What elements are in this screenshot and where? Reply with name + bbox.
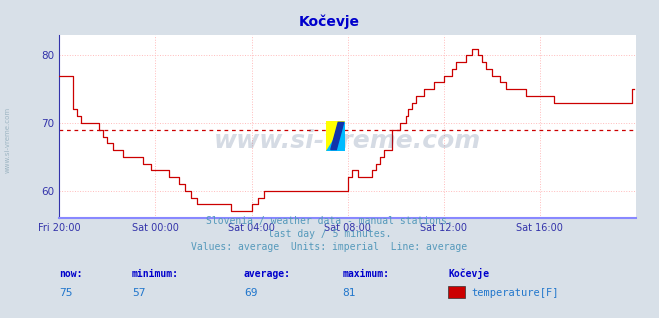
Polygon shape [331,122,344,149]
Polygon shape [326,121,345,151]
Text: 57: 57 [132,288,145,298]
Text: 81: 81 [343,288,356,298]
Text: 69: 69 [244,288,257,298]
Text: 75: 75 [59,288,72,298]
Text: minimum:: minimum: [132,269,179,279]
Text: www.si-vreme.com: www.si-vreme.com [214,129,481,153]
Text: Kočevje: Kočevje [299,14,360,29]
Text: temperature[F]: temperature[F] [471,288,559,298]
Text: now:: now: [59,269,83,279]
Text: last day / 5 minutes.: last day / 5 minutes. [268,229,391,239]
Text: Kočevje: Kočevje [448,268,489,279]
Text: Values: average  Units: imperial  Line: average: Values: average Units: imperial Line: av… [191,242,468,252]
Polygon shape [326,121,345,151]
Text: Slovenia / weather data - manual stations.: Slovenia / weather data - manual station… [206,216,453,226]
Text: average:: average: [244,269,291,279]
Text: maximum:: maximum: [343,269,389,279]
Text: www.si-vreme.com: www.si-vreme.com [5,107,11,173]
